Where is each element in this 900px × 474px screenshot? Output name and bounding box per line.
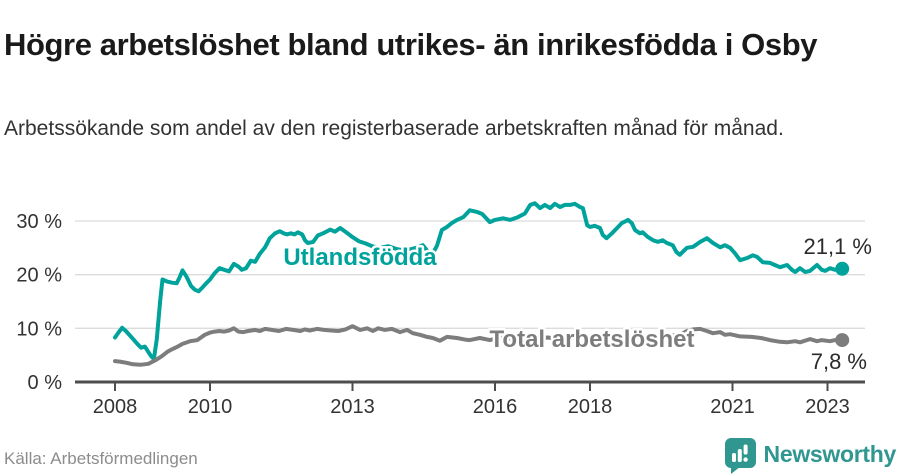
chart-gridlines bbox=[75, 220, 865, 329]
y-tick-label: 0 % bbox=[28, 372, 63, 394]
newsworthy-wordmark: Newsworthy bbox=[763, 441, 897, 467]
series-line bbox=[113, 324, 845, 367]
y-tick-label: 30 % bbox=[16, 211, 62, 233]
x-tick-label: 2016 bbox=[473, 396, 518, 418]
end-value-utlandsfodda: 21,1 % bbox=[804, 234, 873, 259]
series-label-utlandsfodda: Utlandsfödda bbox=[283, 244, 437, 271]
newsworthy-icon bbox=[724, 438, 756, 474]
x-tick-label: 2021 bbox=[710, 396, 755, 418]
x-tick-label: 2018 bbox=[568, 396, 613, 418]
chart-tick-labels: 0 % 10 % 20 % 30 % 2008 2010 2013 2016 2018 2021 2… bbox=[16, 211, 849, 418]
chart-series bbox=[113, 201, 850, 367]
page-subtitle: Arbetssökande som andel av den registerb… bbox=[4, 117, 784, 140]
y-tick-label: 20 % bbox=[16, 265, 62, 287]
x-tick-label: 2010 bbox=[188, 396, 233, 418]
newsworthy-logo[interactable]: Newsworthy bbox=[724, 437, 896, 474]
x-tick-label: 2008 bbox=[93, 396, 138, 418]
page-title: Högre arbetslöshet bland utrikes- än inr… bbox=[4, 26, 818, 62]
series-end-dot bbox=[835, 261, 850, 276]
x-tick-label: 2013 bbox=[330, 396, 375, 418]
source-note: Källa: Arbetsförmedlingen bbox=[4, 449, 198, 468]
series-end-dot bbox=[835, 333, 850, 348]
end-value-total: 7,8 % bbox=[811, 349, 867, 374]
series-line bbox=[113, 201, 845, 361]
x-tick-label: 2023 bbox=[805, 396, 850, 418]
chart-axis bbox=[75, 380, 865, 391]
y-tick-label: 10 % bbox=[16, 318, 62, 340]
series-label-total: Total arbetslöshet bbox=[490, 326, 695, 353]
